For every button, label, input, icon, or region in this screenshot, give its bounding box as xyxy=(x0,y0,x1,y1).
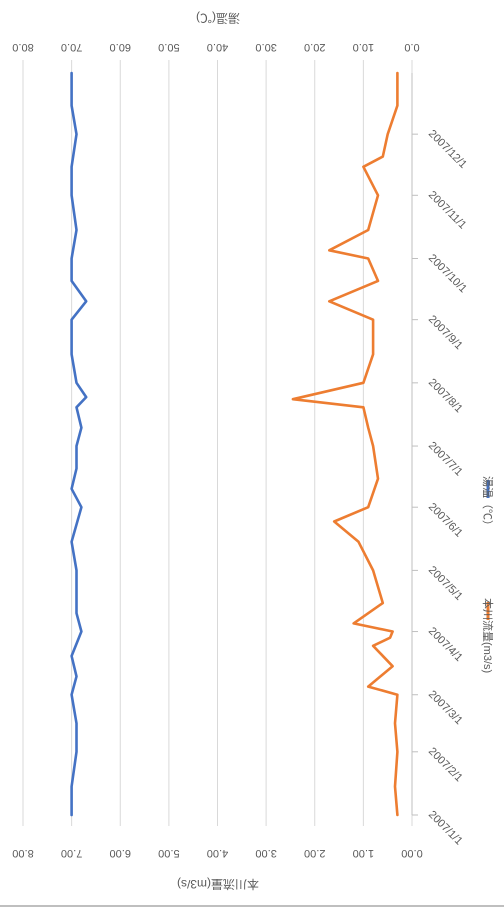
left-axis-tick-label: 2.00 xyxy=(304,847,325,859)
axis-titles: 本川流量(m3/s) 湯温(℃) xyxy=(177,11,259,891)
left-axis-tick-label: 5.00 xyxy=(158,847,179,859)
date-tick-label: 2007/9/1 xyxy=(426,313,465,352)
series-lines xyxy=(70,71,399,817)
date-tick-label: 2007/11/1 xyxy=(426,189,469,232)
right-axis-tick-label: 40.0 xyxy=(207,41,228,53)
x-tick-labels: 2007/1/1 2007/2/1 2007/3/1 2007/4/1 2007/5/1… xyxy=(411,73,469,848)
left-axis-title: 本川流量(m3/s) xyxy=(177,877,259,891)
left-axis-ticks: 0.00 1.00 2.00 3.00 4.00 5.00 6.00 7.00 8.00 xyxy=(12,847,422,859)
date-tick-label: 2007/8/1 xyxy=(426,376,465,415)
right-axis-tick-label: 80.0 xyxy=(12,41,33,53)
date-tick-label: 2007/4/1 xyxy=(426,625,465,664)
date-tick-label: 2007/12/1 xyxy=(426,128,469,171)
date-tick-label: 2007/5/1 xyxy=(426,564,465,603)
left-axis-tick-label: 0.00 xyxy=(401,847,422,859)
gridlines xyxy=(22,60,413,826)
left-axis-tick-label: 6.00 xyxy=(110,847,131,859)
right-axis-title: 湯温(℃) xyxy=(196,11,240,25)
date-tick-label: 2007/1/1 xyxy=(426,809,465,848)
date-tick-label: 2007/10/1 xyxy=(426,252,469,295)
bottom-border xyxy=(0,905,504,907)
legend-label-temperature: 湯温（℃） xyxy=(481,476,494,531)
date-tick-label: 2007/7/1 xyxy=(426,440,465,479)
date-tick-label: 2007/2/1 xyxy=(426,745,465,784)
right-axis-ticks: 0.0 10.0 20.0 30.0 40.0 50.0 60.0 70.0 80.0 xyxy=(12,41,419,53)
left-axis-tick-label: 7.00 xyxy=(61,847,82,859)
left-axis-tick-label: 1.00 xyxy=(353,847,374,859)
left-axis-tick-label: 4.00 xyxy=(207,847,228,859)
right-axis-tick-label: 30.0 xyxy=(255,41,276,53)
date-tick-label: 2007/3/1 xyxy=(426,688,465,727)
right-axis-tick-label: 20.0 xyxy=(304,41,325,53)
right-axis-tick-label: 0.0 xyxy=(404,41,419,53)
left-axis-tick-label: 8.00 xyxy=(12,847,33,859)
series-line-flow xyxy=(291,71,399,817)
date-tick-label: 2007/6/1 xyxy=(426,501,465,540)
left-axis-tick-label: 3.00 xyxy=(255,847,276,859)
right-axis-tick-label: 70.0 xyxy=(61,41,82,53)
right-axis-tick-label: 10.0 xyxy=(353,41,374,53)
series-line-temperature xyxy=(70,71,88,817)
legend-label-flow: 本川流量(m3/s) xyxy=(481,598,495,673)
right-axis-tick-label: 60.0 xyxy=(110,41,131,53)
right-axis-tick-label: 50.0 xyxy=(158,41,179,53)
legend: 本川流量(m3/s) 湯温（℃） xyxy=(481,476,495,673)
